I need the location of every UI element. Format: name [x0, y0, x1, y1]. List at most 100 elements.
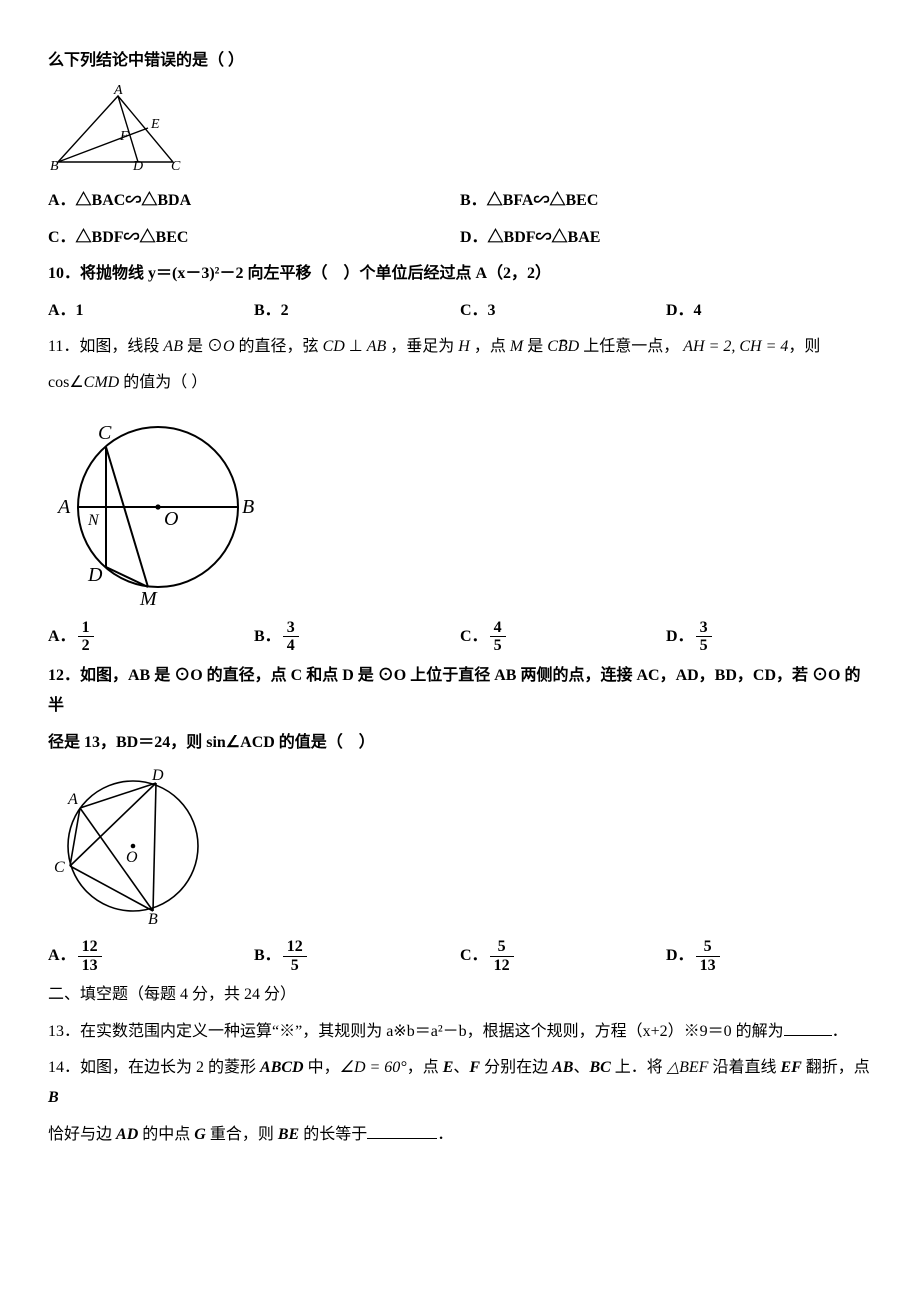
q11-s3: 的直径，弦 [235, 338, 323, 355]
section2-header: 二、填空题（每题 4 分，共 24 分） [48, 980, 872, 1010]
q11-B-num: 3 [283, 619, 299, 638]
q11-label-O: O [164, 508, 178, 530]
q14-ad: AD [116, 1126, 138, 1143]
q12-option-B: B．125 [254, 938, 460, 974]
q11-label-B: B [242, 496, 254, 518]
q11-C-num: 4 [490, 619, 506, 638]
q11-label-M: M [139, 588, 158, 607]
q14-l1-mid2: ，点 [407, 1059, 443, 1076]
q14-tri: △BEF [667, 1059, 709, 1076]
q10-options: A．1 B．2 C．3 D．4 [48, 296, 872, 326]
q11-D-label: D． [666, 628, 694, 645]
q14-ef: EF [780, 1059, 801, 1076]
q11-s6: 是 [523, 338, 547, 355]
q12-options: A．1213 B．125 C．512 D．513 [48, 938, 872, 974]
q11-s2: 是 ⊙ [183, 338, 223, 355]
q13-tail: ． [832, 1023, 848, 1040]
q11-s8: ，则 [788, 338, 820, 355]
q11-cd: CD [323, 338, 345, 355]
q14-f: F [469, 1059, 480, 1076]
q14-sep2: 、 [573, 1059, 589, 1076]
q11-A-num: 1 [78, 619, 94, 638]
q11-s4: ，垂足为 [386, 338, 458, 355]
q11-C-den: 5 [490, 637, 506, 655]
q11-l2-post: 的值为（ ） [119, 374, 207, 391]
q11-option-C: C．45 [460, 619, 666, 655]
q11-C-label: C． [460, 628, 488, 645]
q14-l1-pre: 14．如图，在边长为 2 的菱形 [48, 1059, 260, 1076]
q9-label-B: B [50, 159, 59, 174]
q12-option-A: A．1213 [48, 938, 254, 974]
q9-option-B: B．△BFA∽△BEC [460, 186, 872, 216]
q10-option-B: B．2 [254, 296, 460, 326]
q11-B-label: B． [254, 628, 281, 645]
q14-l1-end: 翻折，点 [802, 1059, 870, 1076]
q12-C-label: C． [460, 947, 488, 964]
q11-A-label: A． [48, 628, 76, 645]
q11-D-num: 3 [696, 619, 712, 638]
q11-option-B: B．34 [254, 619, 460, 655]
q11-option-A: A．12 [48, 619, 254, 655]
q12-A-label: A． [48, 947, 76, 964]
q12-option-C: C．512 [460, 938, 666, 974]
q12-label-B: B [148, 911, 158, 926]
q11-A-den: 2 [78, 637, 94, 655]
q12-C-den: 12 [490, 957, 514, 975]
q12-B-den: 5 [283, 957, 307, 975]
q11-m: M [510, 338, 523, 355]
q14-ab: AB [552, 1059, 573, 1076]
q14-bc: BC [589, 1059, 610, 1076]
q11-eq1: AH = 2, CH = 4 [683, 338, 788, 355]
q11-s7: 上任意一点， [579, 338, 683, 355]
q12-C-num: 5 [490, 938, 514, 957]
q12-label-C: C [54, 859, 65, 876]
q9-stem-continued: 么下列结论中错误的是（ ） [48, 46, 872, 76]
q14-line1: 14．如图，在边长为 2 的菱形 ABCD 中，∠D = 60°，点 E、F 分… [48, 1053, 872, 1114]
q11-ab: AB [163, 338, 183, 355]
q11-diagram: C A B N O D M [48, 407, 872, 607]
q10-option-D: D．4 [666, 296, 872, 326]
q14-l1-mid4: 上．将 [611, 1059, 667, 1076]
q12-label-D: D [151, 767, 164, 784]
q9-option-A: A．△BAC∽△BDA [48, 186, 460, 216]
q11-label-C: C [98, 422, 112, 444]
q10-option-A: A．1 [48, 296, 254, 326]
q14-l2-mid2: 重合，则 [206, 1126, 278, 1143]
q11-label-A: A [56, 496, 71, 518]
q14-l2-mid1: 的中点 [138, 1126, 194, 1143]
q12-B-label: B． [254, 947, 281, 964]
q12-A-den: 13 [78, 957, 102, 975]
q14-tail: ． [437, 1126, 453, 1143]
q11-label-D: D [87, 564, 103, 586]
q13-text: 13．在实数范围内定义一种运算“※”，其规则为 a※b＝a²－b，根据这个规则，… [48, 1023, 784, 1040]
q11-s5: ，点 [470, 338, 510, 355]
q9-label-C: C [171, 159, 181, 174]
q11-label-N: N [87, 512, 100, 529]
q11-s1: 11．如图，线段 [48, 338, 163, 355]
q12-label-A: A [67, 791, 78, 808]
q11-l2-pre: cos∠ [48, 374, 84, 391]
q11-perp: ⊥ [345, 338, 367, 355]
q11-options: A．12 B．34 C．45 D．35 [48, 619, 872, 655]
q14-b: B [48, 1089, 59, 1106]
q12-D-label: D． [666, 947, 694, 964]
q12-label-O: O [126, 849, 138, 866]
q14-be: BE [278, 1126, 299, 1143]
q13-stem: 13．在实数范围内定义一种运算“※”，其规则为 a※b＝a²－b，根据这个规则，… [48, 1017, 872, 1047]
q14-abcd: ABCD [260, 1059, 304, 1076]
q14-sep1: 、 [453, 1059, 469, 1076]
q12-stem-line1: 12．如图，AB 是 ⊙O 的直径，点 C 和点 D 是 ⊙O 上位于直径 AB… [48, 661, 872, 722]
q9-label-F: F [119, 129, 129, 144]
q9-label-A: A [113, 84, 123, 98]
q9-option-D: D．△BDF∽△BAE [460, 223, 872, 253]
q9-options-row1: A．△BAC∽△BDA B．△BFA∽△BEC [48, 186, 872, 216]
q12-diagram: A D C B O [48, 766, 872, 926]
q11-ab2: AB [367, 338, 387, 355]
q9-label-D: D [132, 159, 143, 174]
q14-g: G [194, 1126, 206, 1143]
q14-l2-pre: 恰好与边 [48, 1126, 116, 1143]
q12-D-num: 5 [696, 938, 720, 957]
q11-h: H [458, 338, 470, 355]
q12-option-D: D．513 [666, 938, 872, 974]
q12-stem-line2: 径是 13，BD＝24，则 sin∠ACD 的值是（ ） [48, 728, 872, 758]
